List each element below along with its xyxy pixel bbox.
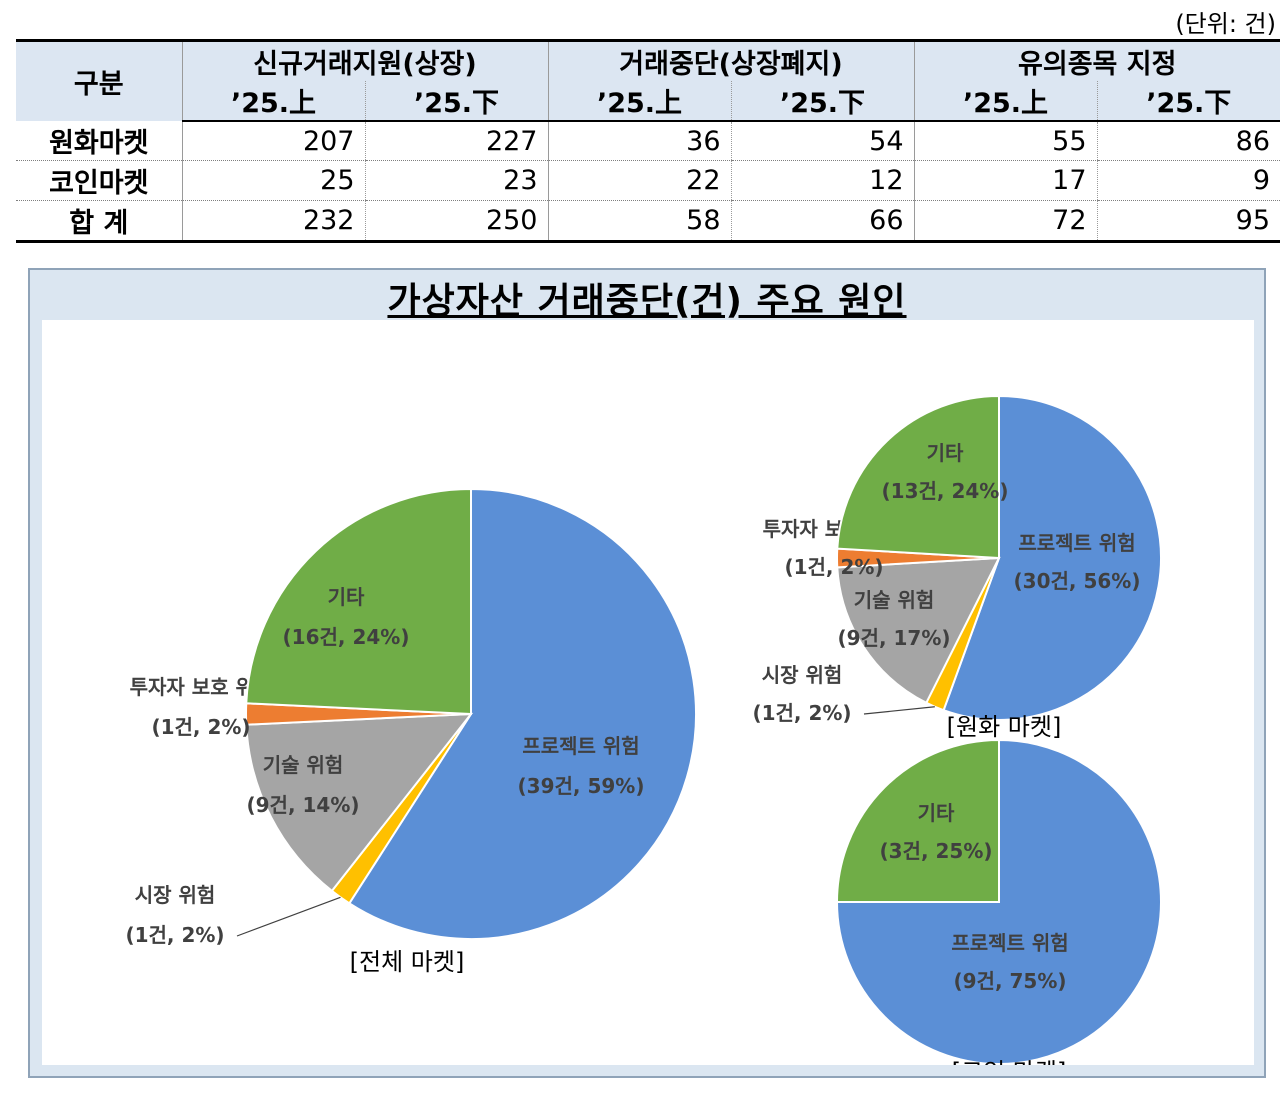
table-row-total: 합 계 232 250 58 66 72 95 bbox=[16, 200, 1280, 243]
slice-name-label: 시장 위험 bbox=[135, 883, 216, 907]
table-row: 원화마켓 207 227 36 54 55 86 bbox=[16, 121, 1280, 161]
slice-value-label: (9건, 17%) bbox=[837, 626, 950, 650]
table-cell: 25 bbox=[181, 160, 365, 201]
group-header-delisting: 거래중단(상장폐지) bbox=[547, 39, 914, 81]
table-cell: 207 bbox=[181, 121, 365, 161]
pie-slice-tech-risk bbox=[836, 556, 1001, 705]
pie-slice-other bbox=[836, 394, 1000, 560]
table-cell: 232 bbox=[181, 200, 365, 243]
slice-name-label: 기술 위험 bbox=[854, 588, 935, 612]
pie-slice-tech-risk bbox=[245, 712, 474, 893]
slice-value-label: (1건, 2%) bbox=[784, 555, 883, 579]
period-header: ’25.下 bbox=[1096, 81, 1280, 122]
slice-value-label: (13건, 24%) bbox=[882, 479, 1009, 503]
table-cell: 17 bbox=[913, 160, 1097, 201]
table-cell: 66 bbox=[730, 200, 914, 243]
slice-name-label: 기타 bbox=[328, 585, 365, 609]
table-period-header-row: ’25.上 ’25.下 ’25.上 ’25.下 ’25.上 ’25.下 bbox=[16, 81, 1280, 122]
slice-value-label: (1건, 2%) bbox=[151, 715, 250, 739]
slice-value-label: (39건, 59%) bbox=[518, 774, 645, 798]
slice-value-label: (1건, 2%) bbox=[752, 701, 851, 725]
listing-stats-table: 구분 신규거래지원(상장) 거래중단(상장폐지) 유의종목 지정 ’25.上 ’… bbox=[16, 39, 1280, 243]
unit-label: (단위: 건) bbox=[1175, 10, 1276, 38]
pie-slice-project-risk bbox=[942, 394, 1162, 721]
plot-area: 프로젝트 위험 (39건, 59%) 시장 위험 (1건, 2%) 기술 위험 (9건, … bbox=[42, 320, 1254, 1065]
slice-name-label: 기타 bbox=[927, 441, 964, 465]
table-cell: 54 bbox=[730, 121, 914, 161]
slice-value-label: (16건, 24%) bbox=[283, 625, 410, 649]
table-cell: 86 bbox=[1096, 121, 1280, 161]
slice-name-label: 기술 위험 bbox=[263, 753, 344, 777]
slice-value-label: (30건, 56%) bbox=[1014, 569, 1141, 593]
leader-line bbox=[863, 706, 935, 715]
table-cell: 95 bbox=[1096, 200, 1280, 243]
group-header-listing: 신규거래지원(상장) bbox=[181, 39, 548, 81]
table-cell: 227 bbox=[364, 121, 548, 161]
slice-value-label: (9건, 14%) bbox=[246, 793, 359, 817]
slice-value-label: (1건, 2%) bbox=[125, 923, 224, 947]
period-header: ’25.上 bbox=[181, 81, 365, 122]
slice-name-label: 프로젝트 위험 bbox=[522, 734, 639, 758]
table-cell: 72 bbox=[913, 200, 1097, 243]
chart-title: [전체 마켓] bbox=[350, 948, 465, 976]
pie-slice-project-risk bbox=[347, 487, 697, 940]
period-header: ’25.上 bbox=[547, 81, 731, 122]
pie-slice-other bbox=[245, 487, 472, 716]
row-label: 원화마켓 bbox=[16, 121, 182, 161]
period-header: ’25.上 bbox=[913, 81, 1097, 122]
period-header: ’25.下 bbox=[364, 81, 548, 122]
table-cell: 23 bbox=[364, 160, 548, 201]
corner-header: 구분 bbox=[16, 39, 182, 121]
table-cell: 9 bbox=[1096, 160, 1280, 201]
pie-charts-svg: 프로젝트 위험 (39건, 59%) 시장 위험 (1건, 2%) 기술 위험 (9건, … bbox=[125, 394, 1162, 1065]
slice-value-label: (3건, 25%) bbox=[879, 839, 992, 863]
pie-slice-other bbox=[835, 738, 1000, 903]
table-row: 코인마켓 25 23 22 12 17 9 bbox=[16, 160, 1280, 201]
period-header: ’25.下 bbox=[730, 81, 914, 122]
slice-name-label: 시장 위험 bbox=[762, 663, 843, 687]
panel-title: 가상자산 거래중단(건) 주요 원인 bbox=[387, 281, 907, 322]
slice-value-label: (9건, 75%) bbox=[953, 969, 1066, 993]
table-cell: 36 bbox=[547, 121, 731, 161]
table-cell: 58 bbox=[547, 200, 731, 243]
slice-name-label: 프로젝트 위험 bbox=[951, 931, 1068, 955]
slice-name-label: 기타 bbox=[918, 801, 955, 825]
table-cell: 55 bbox=[913, 121, 1097, 161]
delisting-cause-panel: 가상자산 거래중단(건) 주요 원인 프로젝트 위험 (39건, 59%) 시장 위… bbox=[28, 268, 1266, 1078]
row-label: 코인마켓 bbox=[16, 160, 182, 201]
table-cell: 12 bbox=[730, 160, 914, 201]
table-cell: 22 bbox=[547, 160, 731, 201]
table-cell: 250 bbox=[364, 200, 548, 243]
leader-line bbox=[236, 896, 341, 937]
group-header-caution: 유의종목 지정 bbox=[913, 39, 1280, 81]
chart-title: [원화 마켓] bbox=[947, 713, 1062, 741]
table-group-header-row: 구분 신규거래지원(상장) 거래중단(상장폐지) 유의종목 지정 bbox=[16, 39, 1280, 121]
slice-name-label: 프로젝트 위험 bbox=[1018, 531, 1135, 555]
chart-title: [코인 마켓] bbox=[952, 1058, 1067, 1065]
row-label: 합 계 bbox=[16, 200, 182, 243]
